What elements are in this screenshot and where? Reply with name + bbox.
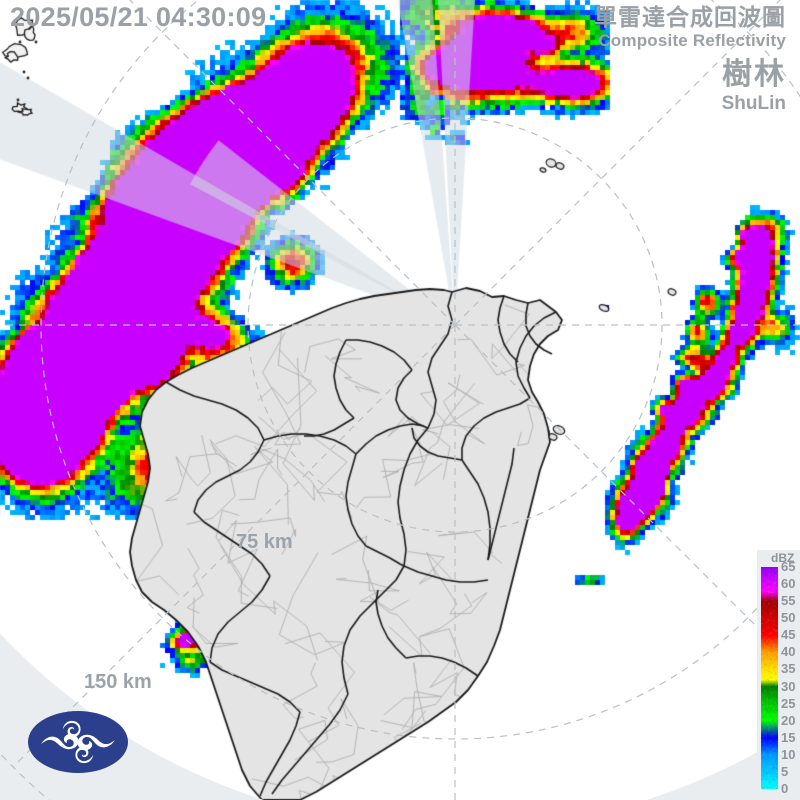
radar-site-label: 樹林 ShuLin bbox=[722, 58, 786, 115]
legend-tick-10: 10 bbox=[781, 747, 795, 762]
legend-tick-50: 50 bbox=[781, 610, 795, 625]
legend-tick-65: 65 bbox=[781, 559, 795, 574]
legend-tick-15: 15 bbox=[781, 730, 795, 745]
legend-tick-45: 45 bbox=[781, 627, 795, 642]
legend-tick-20: 20 bbox=[781, 713, 795, 728]
legend-tick-40: 40 bbox=[781, 644, 795, 659]
cwa-logo bbox=[27, 707, 129, 777]
legend-tick-35: 35 bbox=[781, 661, 795, 676]
product-title-zh: 單雷達合成回波圖 bbox=[594, 4, 786, 30]
product-title: 單雷達合成回波圖 Composite Reflectivity bbox=[594, 4, 786, 53]
radar-screenshot: 2025/05/21 04:30:09 單雷達合成回波圖 Composite R… bbox=[0, 0, 800, 800]
legend-tick-55: 55 bbox=[781, 593, 795, 608]
legend-tick-25: 25 bbox=[781, 696, 795, 711]
radar-site-name-en: ShuLin bbox=[722, 93, 786, 116]
range-ring-label-75: 75 km bbox=[236, 531, 293, 554]
legend-tick-30: 30 bbox=[781, 679, 795, 694]
legend-tick-0: 0 bbox=[781, 781, 788, 796]
dbz-color-legend: dBZ 65 60 55 50 45 40 35 30 25 20 15 10 5 0 bbox=[757, 550, 800, 800]
range-ring-label-150: 150 km bbox=[84, 671, 152, 694]
radar-site-name-zh: 樹林 bbox=[722, 58, 786, 93]
legend-tick-60: 60 bbox=[781, 576, 795, 591]
legend-color-bar bbox=[761, 567, 778, 789]
legend-tick-5: 5 bbox=[781, 764, 788, 779]
timestamp-label: 2025/05/21 04:30:09 bbox=[10, 2, 266, 33]
product-title-en: Composite Reflectivity bbox=[594, 30, 786, 52]
